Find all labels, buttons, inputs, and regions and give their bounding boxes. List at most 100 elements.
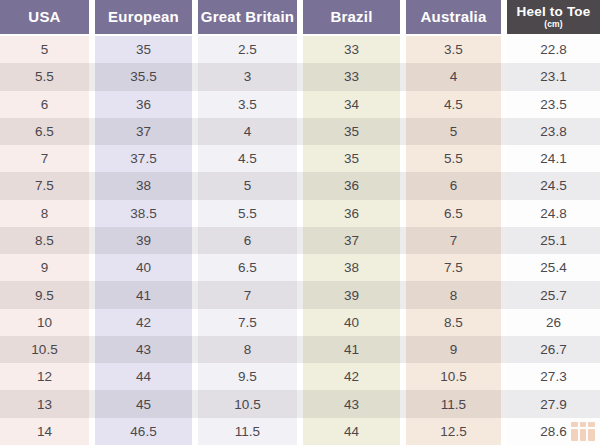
table-row: 6.5 37 4 35 5 23.8 (0, 118, 600, 145)
column-header-label: Heel to Toe (517, 5, 591, 19)
table-cell-heel-to-toe: 24.5 (507, 172, 600, 199)
table-row: 9.5 41 7 39 8 25.7 (0, 281, 600, 308)
table-cell-heel-to-toe: 23.5 (507, 91, 600, 118)
logo-block (571, 422, 578, 427)
table-cell-european: 38.5 (95, 200, 192, 227)
table-cell-heel-to-toe: 24.8 (507, 200, 600, 227)
table-cell-great-britain: 5 (198, 172, 297, 199)
table-cell-european: 35 (95, 36, 192, 63)
table-row: 14 46.5 11.5 44 12.5 28.6 (0, 418, 600, 445)
table-cell-australia: 7.5 (406, 254, 501, 281)
table-cell-usa: 12 (0, 363, 89, 390)
column-header-great-britain: Great Britain (198, 0, 297, 34)
table-cell-heel-to-toe: 22.8 (507, 36, 600, 63)
table-cell-usa: 8 (0, 200, 89, 227)
shoe-size-conversion-table: USA European Great Britain Brazil Austra… (0, 0, 600, 445)
table-cell-heel-to-toe: 25.7 (507, 281, 600, 308)
table-cell-brazil: 36 (303, 172, 400, 199)
table-cell-australia: 8 (406, 281, 501, 308)
table-cell-brazil: 36 (303, 200, 400, 227)
table-cell-great-britain: 8 (198, 336, 297, 363)
table-cell-australia: 12.5 (406, 418, 501, 445)
table-cell-great-britain: 6.5 (198, 254, 297, 281)
table-cell-heel-to-toe: 23.1 (507, 63, 600, 90)
column-header-european: European (95, 0, 192, 34)
table-cell-european: 43 (95, 336, 192, 363)
table-row: 5.5 35.5 3 33 4 23.1 (0, 63, 600, 90)
table-row: 5 35 2.5 33 3.5 22.8 (0, 36, 600, 63)
table-cell-usa: 7.5 (0, 172, 89, 199)
table-cell-brazil: 44 (303, 418, 400, 445)
table-cell-australia: 5 (406, 118, 501, 145)
table-cell-australia: 8.5 (406, 309, 501, 336)
table-cell-usa: 9 (0, 254, 89, 281)
table-body: 5 35 2.5 33 3.5 22.8 5.5 35.5 3 33 4 23.… (0, 36, 600, 445)
table-cell-usa: 5 (0, 36, 89, 63)
table-cell-australia: 9 (406, 336, 501, 363)
table-cell-usa: 8.5 (0, 227, 89, 254)
table-cell-brazil: 41 (303, 336, 400, 363)
table-cell-brazil: 34 (303, 91, 400, 118)
table-cell-usa: 10 (0, 309, 89, 336)
table-row: 10.5 43 8 41 9 26.7 (0, 336, 600, 363)
table-cell-australia: 7 (406, 227, 501, 254)
table-cell-european: 35.5 (95, 63, 192, 90)
table-cell-european: 39 (95, 227, 192, 254)
table-cell-heel-to-toe: 25.1 (507, 227, 600, 254)
table-cell-brazil: 42 (303, 363, 400, 390)
table-cell-great-britain: 4 (198, 118, 297, 145)
column-header-australia: Australia (406, 0, 501, 34)
table-header-row: USA European Great Britain Brazil Austra… (0, 0, 600, 34)
table-cell-australia: 4 (406, 63, 501, 90)
table-cell-usa: 10.5 (0, 336, 89, 363)
table-cell-great-britain: 3.5 (198, 91, 297, 118)
table-cell-usa: 9.5 (0, 281, 89, 308)
table-row: 7 37.5 4.5 35 5.5 24.1 (0, 145, 600, 172)
table-cell-great-britain: 6 (198, 227, 297, 254)
logo-block (588, 429, 595, 441)
table-cell-australia: 6.5 (406, 200, 501, 227)
blocks-logo-icon (571, 422, 595, 441)
table-row: 9 40 6.5 38 7.5 25.4 (0, 254, 600, 281)
table-cell-australia: 5.5 (406, 145, 501, 172)
table-cell-brazil: 33 (303, 36, 400, 63)
table-cell-usa: 14 (0, 418, 89, 445)
table-cell-brazil: 39 (303, 281, 400, 308)
table-cell-great-britain: 2.5 (198, 36, 297, 63)
table-cell-great-britain: 10.5 (198, 390, 297, 417)
column-header-brazil: Brazil (303, 0, 400, 34)
table-cell-great-britain: 7 (198, 281, 297, 308)
logo-block (580, 429, 587, 441)
table-cell-european: 46.5 (95, 418, 192, 445)
table-row: 13 45 10.5 43 11.5 27.9 (0, 390, 600, 417)
table-cell-australia: 4.5 (406, 91, 501, 118)
table-cell-heel-to-toe: 27.3 (507, 363, 600, 390)
table-cell-heel-to-toe: 26.7 (507, 336, 600, 363)
table-cell-european: 44 (95, 363, 192, 390)
table-row: 8 38.5 5.5 36 6.5 24.8 (0, 200, 600, 227)
table-cell-great-britain: 11.5 (198, 418, 297, 445)
column-header-unit-sublabel: (cm) (544, 20, 563, 29)
logo-block (588, 422, 595, 427)
table-cell-brazil: 35 (303, 118, 400, 145)
table-cell-brazil: 37 (303, 227, 400, 254)
table-cell-usa: 6 (0, 91, 89, 118)
table-cell-great-britain: 3 (198, 63, 297, 90)
table-cell-brazil: 33 (303, 63, 400, 90)
table-cell-brazil: 43 (303, 390, 400, 417)
table-cell-australia: 10.5 (406, 363, 501, 390)
table-cell-european: 38 (95, 172, 192, 199)
table-cell-european: 37 (95, 118, 192, 145)
table-cell-heel-to-toe: 26 (507, 309, 600, 336)
table-cell-usa: 5.5 (0, 63, 89, 90)
table-row: 12 44 9.5 42 10.5 27.3 (0, 363, 600, 390)
table-cell-brazil: 35 (303, 145, 400, 172)
table-row: 8.5 39 6 37 7 25.1 (0, 227, 600, 254)
table-cell-heel-to-toe: 24.1 (507, 145, 600, 172)
table-cell-usa: 13 (0, 390, 89, 417)
table-cell-australia: 11.5 (406, 390, 501, 417)
table-cell-great-britain: 9.5 (198, 363, 297, 390)
table-row: 7.5 38 5 36 6 24.5 (0, 172, 600, 199)
table-cell-great-britain: 7.5 (198, 309, 297, 336)
table-cell-european: 45 (95, 390, 192, 417)
